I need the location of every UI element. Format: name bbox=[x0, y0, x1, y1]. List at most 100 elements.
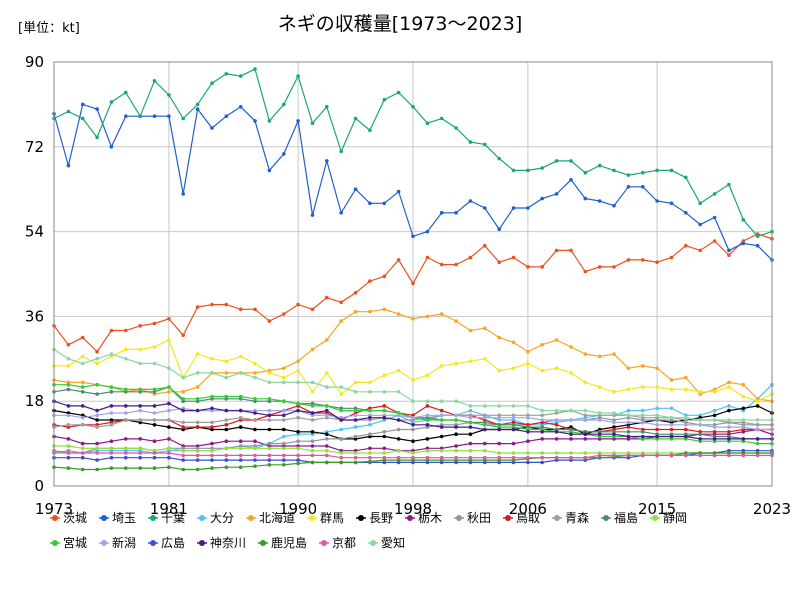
data-point bbox=[597, 199, 602, 203]
data-point bbox=[124, 466, 128, 470]
data-point bbox=[612, 453, 616, 458]
data-point bbox=[109, 411, 114, 415]
data-point bbox=[353, 390, 358, 394]
data-point bbox=[511, 427, 516, 432]
data-point bbox=[339, 300, 344, 305]
data-point bbox=[396, 437, 401, 441]
data-point bbox=[468, 404, 473, 408]
data-point bbox=[238, 394, 243, 399]
data-point bbox=[411, 317, 415, 321]
data-point bbox=[439, 211, 444, 215]
data-point bbox=[310, 418, 315, 422]
data-point bbox=[698, 201, 702, 206]
data-point bbox=[727, 404, 731, 408]
data-point bbox=[238, 439, 243, 444]
legend-marker bbox=[652, 515, 658, 521]
data-point bbox=[167, 455, 171, 460]
data-point bbox=[210, 448, 214, 453]
data-point bbox=[468, 441, 473, 446]
data-point bbox=[597, 418, 602, 422]
data-point bbox=[755, 427, 760, 432]
data-point bbox=[411, 427, 415, 432]
legend-label: 埼玉 bbox=[112, 511, 136, 525]
data-point bbox=[339, 418, 344, 422]
data-point bbox=[540, 342, 544, 347]
data-point bbox=[698, 222, 702, 227]
data-point bbox=[296, 461, 300, 466]
legend-label: 秋田 bbox=[467, 511, 491, 525]
data-point bbox=[95, 451, 99, 455]
data-point bbox=[66, 423, 71, 427]
data-point bbox=[152, 345, 157, 349]
data-point bbox=[741, 218, 746, 222]
legend-item: 鹿児島 bbox=[258, 535, 307, 550]
data-point bbox=[612, 203, 616, 208]
legend-item: 長野 bbox=[356, 511, 393, 525]
data-point bbox=[741, 241, 746, 246]
data-point bbox=[66, 451, 71, 455]
data-point bbox=[181, 425, 185, 429]
legend-item: 埼玉 bbox=[99, 511, 136, 525]
data-point bbox=[411, 399, 415, 404]
data-point bbox=[353, 187, 358, 191]
legend-item: 青森 bbox=[552, 510, 589, 525]
data-point bbox=[66, 382, 71, 387]
data-point bbox=[684, 375, 688, 380]
data-point bbox=[569, 418, 573, 422]
data-point bbox=[655, 199, 659, 203]
data-point bbox=[282, 463, 286, 467]
data-point bbox=[411, 281, 415, 286]
data-point bbox=[224, 302, 229, 307]
legend-item: 新潟 bbox=[99, 535, 136, 550]
data-point bbox=[95, 408, 99, 413]
data-point bbox=[80, 380, 85, 385]
data-point bbox=[238, 415, 243, 420]
data-point bbox=[138, 437, 142, 441]
data-point bbox=[124, 455, 128, 460]
legend-item: 大分 bbox=[197, 511, 234, 525]
data-point bbox=[569, 248, 573, 253]
data-point bbox=[282, 427, 286, 432]
data-point bbox=[569, 345, 573, 349]
data-point bbox=[368, 380, 372, 385]
data-point bbox=[540, 413, 544, 418]
data-point bbox=[669, 453, 674, 458]
data-point bbox=[727, 430, 731, 434]
data-point bbox=[425, 399, 430, 404]
data-point bbox=[66, 342, 71, 347]
data-point bbox=[425, 437, 430, 441]
data-point bbox=[195, 448, 200, 453]
data-point bbox=[569, 408, 573, 413]
y-axis-ticks: 0 18 36 54 72 90 bbox=[25, 53, 44, 495]
data-point bbox=[238, 371, 243, 375]
data-point bbox=[368, 309, 372, 314]
x-tick-label: 1990 bbox=[279, 500, 317, 518]
data-point bbox=[210, 357, 214, 361]
legend-marker bbox=[248, 515, 254, 521]
data-point bbox=[66, 109, 71, 114]
data-point bbox=[152, 466, 157, 470]
legend-label: 広島 bbox=[161, 535, 185, 550]
data-point bbox=[325, 404, 329, 408]
legend-label: 神奈川 bbox=[210, 536, 246, 550]
data-point bbox=[282, 418, 286, 422]
data-point bbox=[296, 119, 300, 123]
data-point bbox=[66, 455, 71, 460]
data-point bbox=[540, 166, 544, 170]
data-point bbox=[425, 373, 430, 378]
data-point bbox=[583, 451, 588, 455]
data-point bbox=[612, 390, 616, 394]
data-point bbox=[712, 437, 717, 441]
data-point bbox=[497, 260, 502, 265]
data-point bbox=[382, 408, 387, 413]
data-point bbox=[253, 67, 257, 71]
data-point bbox=[684, 415, 688, 420]
data-point bbox=[368, 201, 372, 206]
data-point bbox=[238, 307, 243, 312]
data-point bbox=[109, 100, 114, 104]
data-point bbox=[583, 380, 588, 385]
data-point bbox=[712, 215, 717, 220]
data-point bbox=[439, 434, 444, 439]
data-point bbox=[755, 418, 760, 422]
data-point bbox=[267, 119, 272, 123]
